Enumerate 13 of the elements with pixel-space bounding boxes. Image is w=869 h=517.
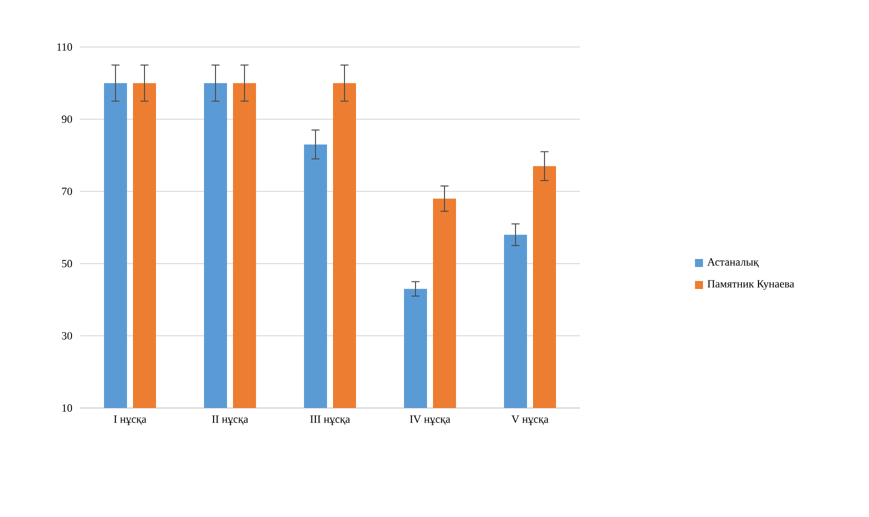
y-tick-label: 90: [62, 115, 72, 123]
y-tick-label: 110: [57, 43, 72, 51]
y-tick-label: 30: [62, 332, 72, 340]
y-tick-label: 50: [62, 260, 72, 268]
x-tick-label: I нұсқа: [114, 416, 146, 426]
x-tick-label: II нұсқа: [212, 416, 248, 426]
x-tick-label: V нұсқа: [512, 416, 548, 426]
legend-label: Памятник Кунаева: [708, 280, 794, 290]
y-tick-label: 70: [62, 188, 72, 196]
y-tick-label: 10: [62, 404, 72, 412]
x-tick-label: IV нұсқа: [410, 416, 450, 426]
legend-label: Астаналық: [707, 258, 759, 268]
x-tick-label: III нұсқа: [310, 416, 350, 426]
